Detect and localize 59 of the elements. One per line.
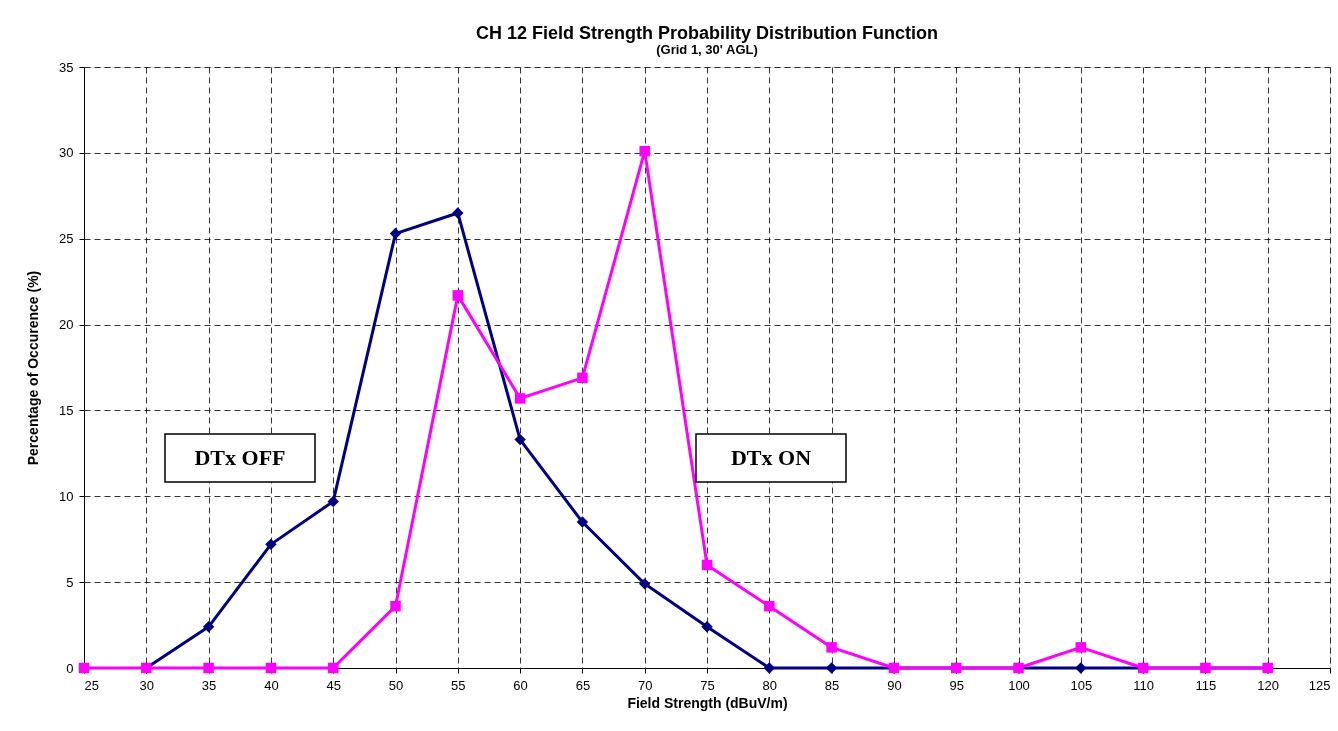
point [764,600,775,612]
y-tick-label: 5 [66,574,74,590]
x-tick-label: 45 [326,677,341,693]
x-tick-label: 95 [949,677,964,693]
point [452,207,464,219]
x-tick-label: 105 [1070,677,1093,693]
y-tick-label: 0 [66,660,74,676]
text: DTx OFF [194,445,286,470]
y-tick-label: 20 [59,317,74,333]
x-tick-label: 50 [388,677,404,693]
x-tick-label: 115 [1195,677,1217,693]
point [1075,662,1087,674]
point [265,662,277,674]
x-tick-label: 60 [513,677,528,693]
x-tick-label: 30 [139,677,155,693]
x-tick-label: 75 [700,677,715,693]
x-tick-label: 100 [1008,677,1030,693]
point [514,433,526,446]
x-tick-label: 125 [1308,677,1331,693]
point [203,662,214,674]
point [327,662,339,674]
point [577,372,588,384]
y-axis-title: Percentage of Occurence (%) [25,270,42,466]
point [701,559,713,571]
x-tick-label: 70 [637,677,653,693]
y-tick-label: 15 [59,402,74,418]
point [390,600,401,612]
x-tick-label: 80 [762,677,778,693]
y-tick-label: 30 [59,145,74,161]
point [389,227,402,240]
point [452,290,464,301]
series-label: DTx ON [730,445,812,470]
x-tick-label: 65 [575,677,591,693]
x-tick-label: 110 [1133,677,1154,693]
x-tick-label: 55 [451,677,466,693]
point [826,642,837,653]
x-tick-label: 85 [824,677,840,693]
y-tick-label: 10 [59,488,74,504]
point [514,393,526,404]
x-tick-label: 35 [201,677,217,693]
x-tick-label: 90 [887,677,902,693]
point [701,621,713,633]
point [1075,642,1087,653]
y-tick-label: 35 [59,59,74,75]
chart-title: CH 12 Field Strength Probability Distribution Function [475,23,939,43]
point [265,538,277,551]
x-tick-label: 40 [264,677,279,693]
y-tick-label: 25 [59,231,74,247]
chart-subtitle: (Grid 1, 30' AGL) [656,42,758,57]
point [763,662,775,674]
point [639,578,651,590]
point [78,662,90,674]
point [327,495,339,508]
point [639,145,650,157]
x-axis-title: Field Strength (dBuV/m) [627,694,788,711]
point [202,621,215,633]
point [576,516,589,528]
x-tick-label: 120 [1257,677,1280,693]
x-tick-label: 25 [84,677,99,693]
